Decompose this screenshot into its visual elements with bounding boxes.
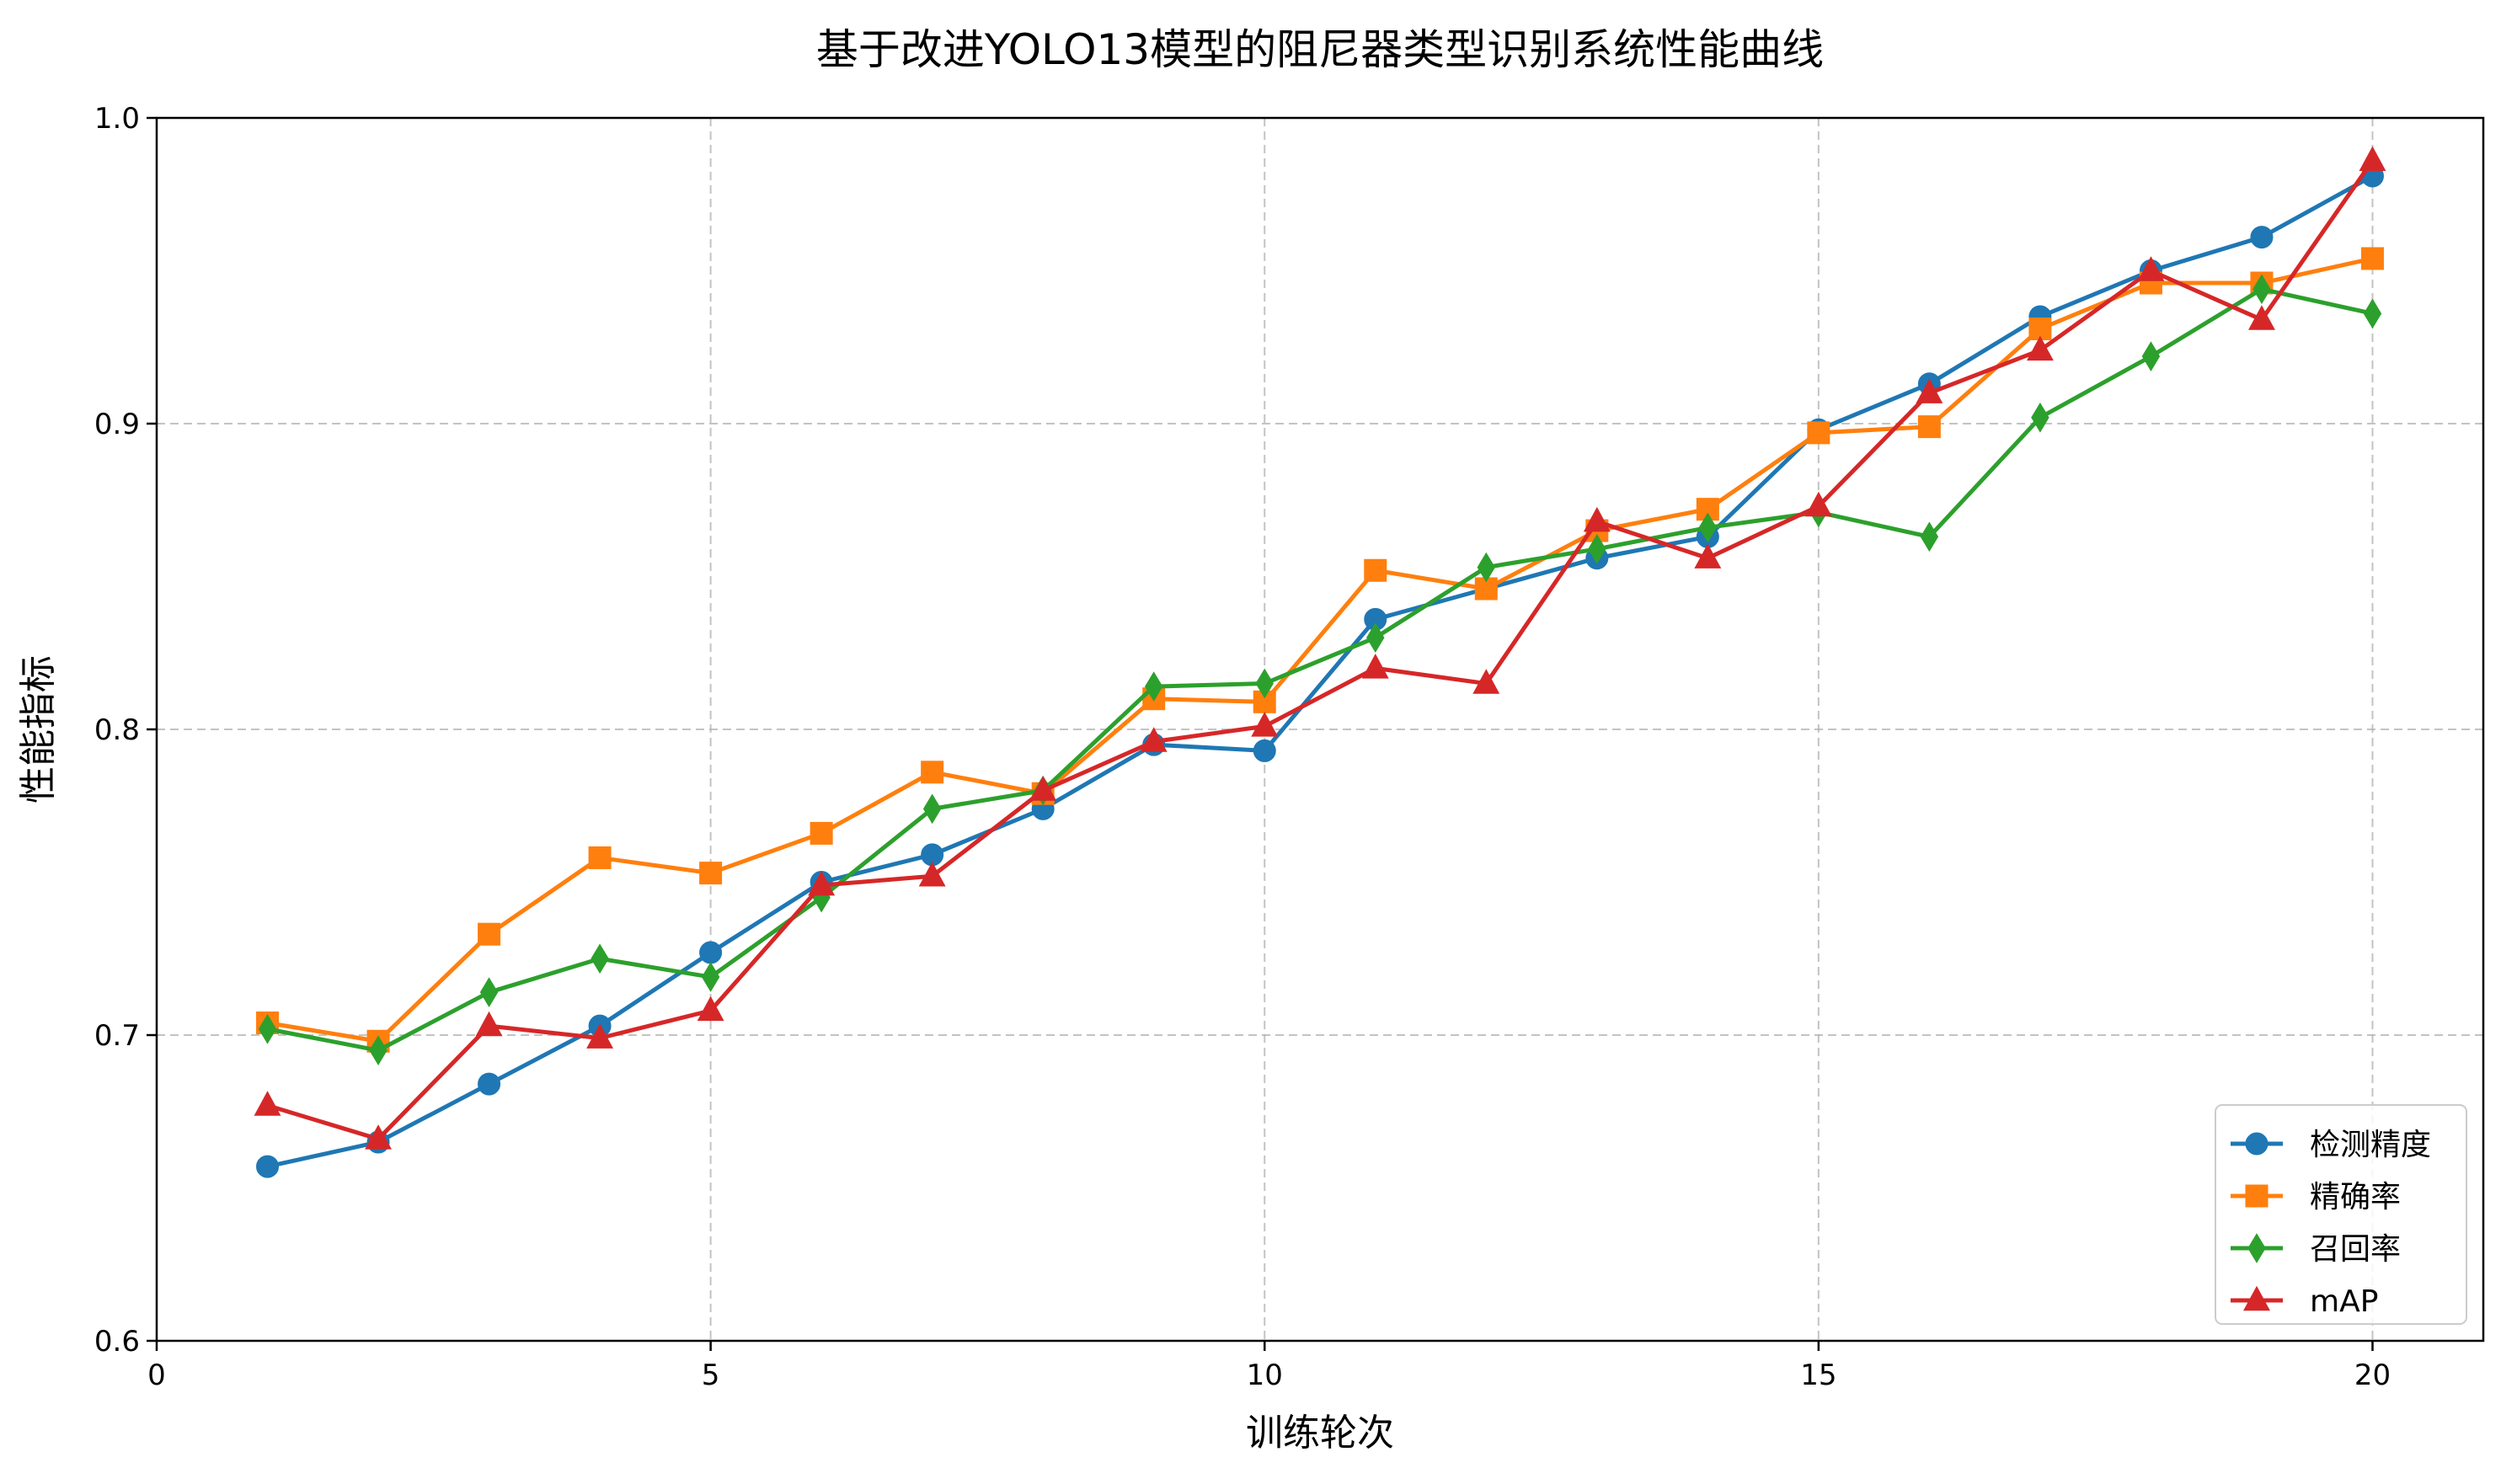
data-point: [1255, 668, 1274, 699]
series-line: [265, 256, 2375, 1044]
data-point: [1144, 671, 1163, 702]
data-point: [2137, 256, 2165, 281]
data-point: [808, 870, 836, 896]
data-point: [1472, 669, 1500, 694]
data-point: [478, 922, 501, 946]
data-point: [1807, 421, 1830, 445]
series-line: [265, 173, 2375, 1169]
data-point: [256, 1155, 280, 1178]
series-4: [254, 146, 2386, 1150]
series-line: [265, 286, 2375, 1053]
data-point: [1917, 415, 1941, 439]
y-tick-label: 0.7: [94, 1019, 140, 1053]
legend-marker: [2247, 1233, 2266, 1263]
x-tick-label: 20: [2354, 1359, 2391, 1392]
axis-ticks: 0 5 10 15 20 0.6 0.7 0.8 0.9 1.0: [94, 102, 2391, 1392]
data-point: [2363, 298, 2382, 329]
data-point: [2031, 402, 2049, 433]
series-group: [254, 146, 2386, 1178]
series-3: [258, 274, 2382, 1066]
data-point: [586, 1023, 614, 1049]
legend-box: [2215, 1104, 2467, 1325]
data-point: [697, 996, 724, 1022]
data-point: [365, 1124, 392, 1150]
data-point: [2250, 226, 2274, 249]
data-point: [2141, 341, 2161, 372]
legend-marker: [2245, 1132, 2269, 1156]
data-point: [478, 1072, 501, 1096]
data-point: [1588, 533, 1606, 564]
y-axis-label: 性能指标: [17, 655, 60, 803]
x-tick-label: 0: [147, 1359, 166, 1392]
legend-label: 召回率: [2310, 1232, 2401, 1267]
data-point: [2360, 247, 2384, 270]
data-point: [1583, 506, 1611, 532]
data-point: [922, 793, 942, 825]
data-point: [701, 962, 720, 992]
data-point: [479, 977, 499, 1008]
y-tick-label: 0.6: [94, 1325, 140, 1359]
series-line: [265, 158, 2375, 1141]
data-point: [699, 862, 723, 885]
data-point: [1029, 776, 1057, 801]
legend-item: 精确率: [2231, 1180, 2401, 1214]
data-point: [591, 943, 609, 974]
data-point: [1366, 622, 1385, 653]
data-point: [2026, 335, 2054, 361]
x-tick-label: 15: [1800, 1359, 1836, 1392]
data-point: [810, 821, 833, 845]
data-point: [258, 1013, 277, 1044]
chart-title: 基于改进YOLO13模型的阻尼器类型识别系统性能曲线: [816, 25, 1824, 74]
y-tick-label: 0.9: [94, 408, 140, 441]
grid: [156, 117, 2483, 1342]
x-tick-label: 10: [1247, 1359, 1283, 1392]
x-tick-label: 5: [702, 1359, 720, 1392]
data-point: [1140, 727, 1168, 752]
data-point: [475, 1011, 503, 1037]
y-tick-label: 0.8: [94, 713, 140, 747]
series-2: [256, 247, 2384, 1053]
data-point: [1361, 654, 1389, 679]
data-point: [2248, 305, 2275, 330]
data-point: [1694, 543, 1722, 569]
data-point: [1251, 712, 1279, 737]
data-point: [1698, 512, 1718, 543]
data-point: [369, 1035, 387, 1066]
data-point: [1364, 558, 1387, 582]
legend-item: 检测精度: [2231, 1128, 2431, 1162]
data-point: [1916, 378, 1943, 403]
data-point: [2253, 274, 2271, 305]
legend-marker: [2243, 1285, 2270, 1311]
data-point: [1920, 521, 1939, 552]
legend-label: mAP: [2310, 1284, 2378, 1319]
data-point: [1804, 491, 1832, 517]
data-point: [588, 846, 612, 869]
legend-item: mAP: [2231, 1284, 2378, 1319]
y-tick-label: 1.0: [94, 102, 140, 136]
data-point: [1477, 552, 1496, 583]
legend-label: 检测精度: [2310, 1128, 2431, 1162]
legend-label: 精确率: [2310, 1180, 2401, 1214]
data-point: [254, 1091, 281, 1116]
legend-item: 召回率: [2231, 1232, 2401, 1267]
data-point: [918, 861, 946, 887]
x-axis-label: 训练轮次: [1246, 1412, 1394, 1455]
data-point: [699, 941, 723, 964]
data-point: [1253, 739, 1276, 762]
legend-marker: [2245, 1184, 2269, 1208]
data-point: [921, 761, 944, 784]
data-point: [2359, 146, 2386, 172]
